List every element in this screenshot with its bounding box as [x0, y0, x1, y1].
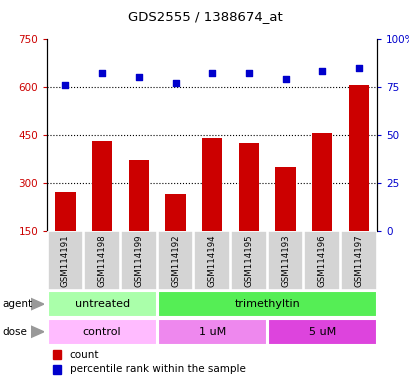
- Text: untreated: untreated: [74, 299, 129, 309]
- Bar: [128, 161, 148, 231]
- Text: count: count: [70, 350, 99, 360]
- FancyBboxPatch shape: [267, 318, 376, 345]
- FancyBboxPatch shape: [157, 318, 266, 345]
- Point: [135, 74, 142, 80]
- FancyBboxPatch shape: [230, 232, 266, 290]
- Text: GDS2555 / 1388674_at: GDS2555 / 1388674_at: [127, 10, 282, 23]
- Bar: [165, 194, 185, 231]
- FancyBboxPatch shape: [157, 291, 376, 318]
- Polygon shape: [31, 326, 44, 338]
- Bar: [348, 85, 368, 231]
- Bar: [311, 133, 331, 231]
- FancyBboxPatch shape: [267, 232, 303, 290]
- Point: [172, 80, 178, 86]
- FancyBboxPatch shape: [194, 232, 229, 290]
- Bar: [92, 141, 112, 231]
- FancyBboxPatch shape: [340, 232, 376, 290]
- Point: [99, 70, 105, 76]
- Text: 5 uM: 5 uM: [308, 327, 335, 337]
- FancyBboxPatch shape: [303, 232, 339, 290]
- Text: agent: agent: [2, 299, 32, 309]
- FancyBboxPatch shape: [121, 232, 156, 290]
- Text: GSM114191: GSM114191: [61, 234, 70, 287]
- Bar: [52, 365, 61, 374]
- Text: 1 uM: 1 uM: [198, 327, 225, 337]
- Text: dose: dose: [2, 327, 27, 337]
- Bar: [55, 192, 75, 231]
- Point: [355, 65, 361, 71]
- FancyBboxPatch shape: [157, 232, 193, 290]
- Text: trimethyltin: trimethyltin: [234, 299, 299, 309]
- Text: GSM114194: GSM114194: [207, 234, 216, 287]
- Text: GSM114192: GSM114192: [171, 234, 180, 287]
- Point: [281, 76, 288, 82]
- Bar: [275, 167, 295, 231]
- Point: [62, 82, 69, 88]
- Point: [318, 68, 325, 74]
- Point: [245, 70, 252, 76]
- Point: [209, 70, 215, 76]
- Text: GSM114198: GSM114198: [97, 234, 106, 287]
- Bar: [202, 138, 222, 231]
- FancyBboxPatch shape: [47, 291, 156, 318]
- Text: GSM114197: GSM114197: [353, 234, 362, 287]
- FancyBboxPatch shape: [47, 232, 83, 290]
- Text: GSM114196: GSM114196: [317, 234, 326, 287]
- Bar: [52, 351, 61, 359]
- Text: GSM114199: GSM114199: [134, 234, 143, 287]
- Text: GSM114193: GSM114193: [280, 234, 289, 287]
- Text: control: control: [83, 327, 121, 337]
- FancyBboxPatch shape: [84, 232, 120, 290]
- Polygon shape: [31, 298, 44, 310]
- Text: percentile rank within the sample: percentile rank within the sample: [70, 364, 245, 374]
- Bar: [238, 143, 258, 231]
- FancyBboxPatch shape: [47, 318, 156, 345]
- Text: GSM114195: GSM114195: [244, 234, 253, 287]
